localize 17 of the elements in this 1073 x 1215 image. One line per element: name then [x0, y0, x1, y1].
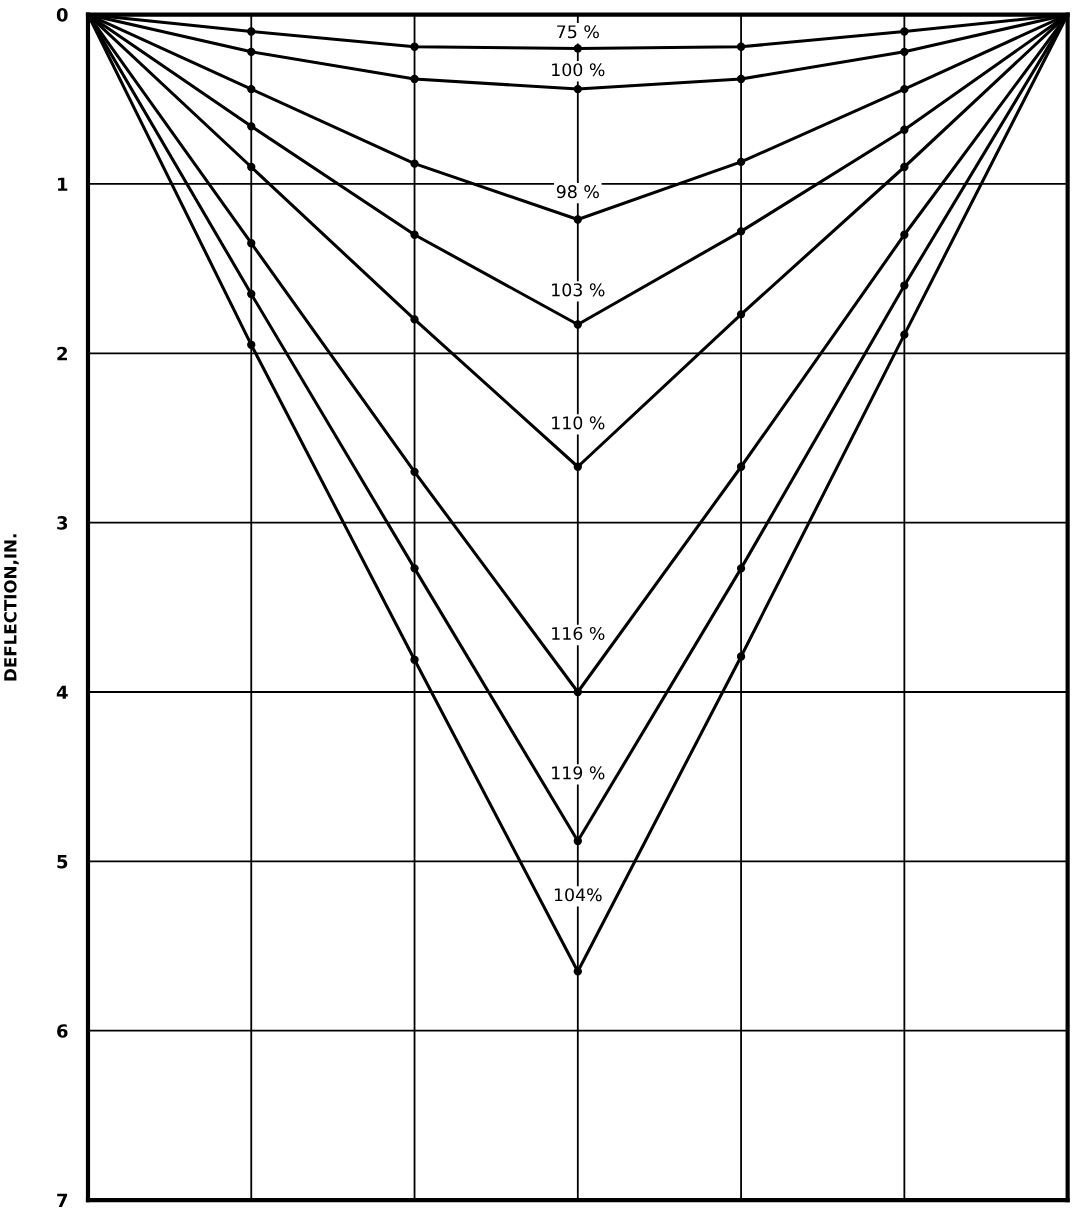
series-label: 98 %: [556, 185, 599, 199]
series-label: 100 %: [552, 63, 605, 77]
y-tick-label: 7: [57, 1193, 68, 1207]
y-tick-label: 5: [57, 855, 68, 869]
y-axis-title: DEFLECTION,IN.: [4, 534, 19, 681]
series-label: 104%: [554, 888, 602, 902]
y-tick-label: 0: [56, 8, 68, 22]
series-label: 119 %: [552, 766, 605, 780]
y-tick-label: 3: [57, 516, 68, 530]
y-tick-label: 1: [58, 177, 68, 191]
series-label: 116 %: [552, 626, 605, 641]
y-tick-label: 2: [57, 346, 67, 361]
y-tick-label: 4: [56, 685, 68, 699]
series-label: 110 %: [552, 416, 605, 430]
series-label: 103 %: [552, 283, 605, 297]
y-tick-label: 6: [57, 1024, 68, 1038]
series-label: 75 %: [557, 25, 599, 39]
